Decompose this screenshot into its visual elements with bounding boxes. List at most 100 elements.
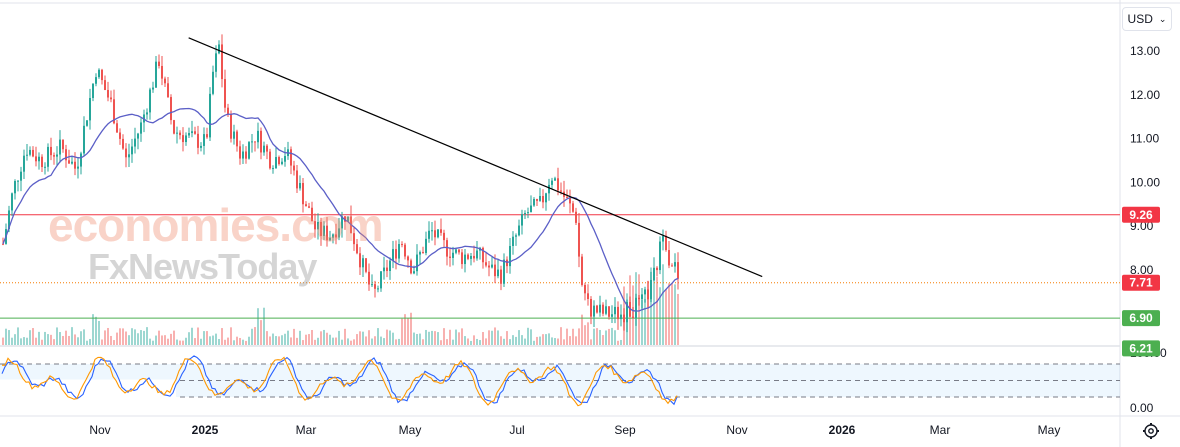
volume-bar xyxy=(182,340,184,345)
price-label: 6.90 xyxy=(1129,311,1153,325)
volume-bar xyxy=(221,328,223,345)
volume-bar xyxy=(167,338,169,345)
volume-bar xyxy=(53,339,55,345)
volume-bar xyxy=(56,327,58,345)
volume-bar xyxy=(209,336,211,345)
volume-bar xyxy=(392,332,394,345)
volume-bar xyxy=(11,337,13,345)
volume-bar xyxy=(455,329,457,345)
trendline[interactable] xyxy=(188,37,763,278)
candle-body xyxy=(227,107,229,115)
candle-body xyxy=(224,79,226,108)
candle-body xyxy=(107,89,109,98)
volume-bar xyxy=(377,328,379,345)
volume-bar xyxy=(146,327,148,345)
volume-bar xyxy=(332,337,334,345)
price-label-box xyxy=(1122,310,1160,327)
candle-body xyxy=(449,256,451,258)
gear-icon[interactable] xyxy=(1141,421,1161,441)
candle-body xyxy=(29,149,31,155)
volume-bar xyxy=(452,339,454,345)
price-tick-label: 13.00 xyxy=(1130,44,1160,58)
currency-label: USD xyxy=(1127,12,1153,26)
candle-body xyxy=(578,222,580,257)
candle-body xyxy=(665,235,667,251)
volume-bar xyxy=(494,327,496,345)
candle-body xyxy=(65,149,67,161)
candle-body xyxy=(269,151,271,169)
candle-body xyxy=(635,297,637,318)
price-tick-label: 11.00 xyxy=(1130,132,1159,146)
volume-bar xyxy=(659,287,661,345)
candle-body xyxy=(611,314,613,317)
volume-bar xyxy=(338,330,340,345)
candle-body xyxy=(458,249,460,253)
candle-body xyxy=(116,123,118,133)
volume-bar xyxy=(305,334,307,345)
volume-bar xyxy=(560,327,562,345)
time-tick-label: Nov xyxy=(89,423,110,437)
volume-bar xyxy=(95,316,97,345)
candle-body xyxy=(176,132,178,134)
volume-bar xyxy=(440,340,442,345)
volume-bar xyxy=(149,338,151,345)
candle-body xyxy=(539,196,541,201)
volume-bar xyxy=(110,335,112,345)
candle-body xyxy=(2,243,4,245)
volume-bar xyxy=(176,339,178,345)
candle-body xyxy=(212,71,214,94)
candle-body xyxy=(59,139,61,155)
candle-body xyxy=(353,233,355,245)
candle-body xyxy=(119,132,121,139)
volume-bar xyxy=(215,333,217,345)
price-tick-label: 12.00 xyxy=(1130,88,1160,102)
volume-bar xyxy=(365,336,367,345)
volume-bar xyxy=(191,327,193,345)
volume-bar xyxy=(668,283,670,345)
candle-body xyxy=(467,254,469,259)
volume-bar xyxy=(50,334,52,345)
volume-bar xyxy=(41,339,43,345)
volume-bar xyxy=(44,331,46,345)
moving-average-line xyxy=(2,107,679,312)
candle-body xyxy=(659,241,661,271)
candle-body xyxy=(62,139,64,150)
volume-bar xyxy=(71,327,73,345)
volume-bar xyxy=(644,299,646,345)
candle-body xyxy=(632,316,634,318)
volume-bar xyxy=(563,339,565,345)
candle-body xyxy=(290,149,292,166)
trendline-line xyxy=(188,37,763,278)
volume-bar xyxy=(173,330,175,345)
volume-bar xyxy=(59,332,61,345)
candle-body xyxy=(671,265,673,267)
volume-bar xyxy=(197,327,199,345)
price-tick-label: 10.00 xyxy=(1130,175,1160,189)
volume-bar xyxy=(386,329,388,345)
candle-body xyxy=(413,271,415,274)
candle-body xyxy=(77,166,79,169)
candle-body xyxy=(566,196,568,198)
volume-bar xyxy=(329,334,331,345)
time-tick-label: Sep xyxy=(614,423,636,437)
candle-body xyxy=(86,120,88,126)
candle-body xyxy=(233,131,235,139)
candle-body xyxy=(362,258,364,268)
volume-bar xyxy=(407,318,409,345)
candle-body xyxy=(341,216,343,229)
volume-bar xyxy=(284,333,286,345)
volume-bar xyxy=(368,330,370,345)
volume-bar xyxy=(443,328,445,345)
candle-body xyxy=(503,259,505,284)
volume-bar xyxy=(533,340,535,345)
volume-bar xyxy=(266,331,268,345)
currency-selector[interactable]: USD ⌄ xyxy=(1122,7,1172,31)
candle-body xyxy=(131,146,133,155)
price-label-box xyxy=(1122,206,1160,223)
candle-body xyxy=(302,183,304,205)
volume-bar xyxy=(17,327,19,345)
volume-bar xyxy=(188,332,190,345)
volume-bar xyxy=(497,330,499,345)
candle-body xyxy=(437,229,439,238)
